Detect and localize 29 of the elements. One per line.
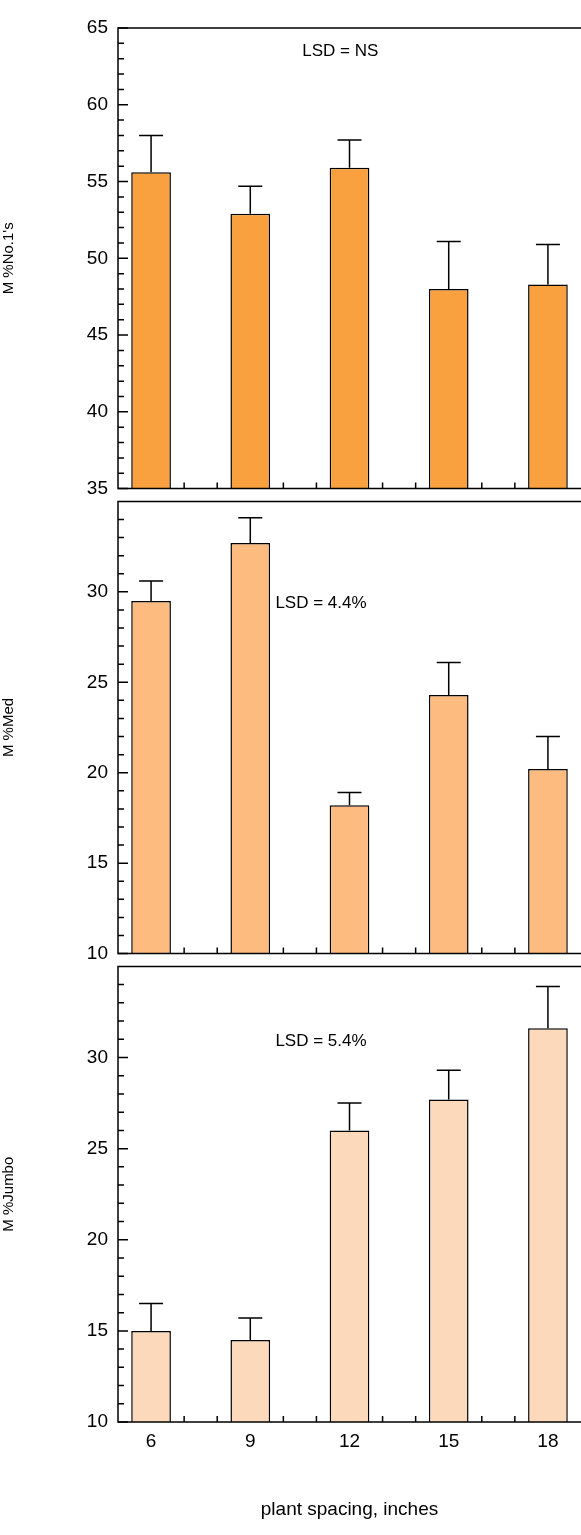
- y-axis-title: M %Jumbo: [0, 1156, 17, 1232]
- y-tick-label: 60: [86, 93, 108, 114]
- annotation: LSD = 5.4%: [275, 1031, 367, 1051]
- x-tick-label: 15: [438, 1429, 460, 1451]
- annotation: LSD = NS: [302, 40, 379, 60]
- y-tick-label: 30: [86, 580, 108, 602]
- x-tick-label: 18: [537, 1429, 559, 1451]
- y-tick-label: 10: [86, 941, 108, 963]
- y-tick-label: 20: [86, 1227, 108, 1249]
- x-axis-title: plant spacing, inches: [260, 1497, 439, 1519]
- y-tick-label: 10: [86, 1410, 108, 1432]
- y-tick-label: 55: [86, 169, 108, 191]
- x-tick-label: 9: [245, 1429, 256, 1451]
- y-tick-label: 25: [86, 670, 108, 692]
- y-tick-label: 15: [86, 851, 108, 873]
- y-tick-label: 15: [86, 1319, 108, 1341]
- y-tick-label: 20: [86, 760, 108, 782]
- y-tick-label: 30: [86, 1045, 108, 1067]
- y-tick-label: 50: [86, 246, 108, 268]
- y-tick-label: 35: [86, 476, 108, 498]
- y-tick-label: 40: [86, 400, 108, 422]
- y-tick-label: 65: [86, 16, 108, 38]
- y-tick-label: 25: [86, 1136, 108, 1158]
- x-tick-label: 12: [338, 1429, 361, 1451]
- y-tick-label: 45: [86, 323, 108, 345]
- annotation: LSD = 4.4%: [275, 592, 367, 612]
- x-tick-label: 6: [145, 1429, 157, 1451]
- y-axis-title: M %No.1's: [0, 222, 17, 295]
- y-axis-title: M %Med: [0, 697, 17, 758]
